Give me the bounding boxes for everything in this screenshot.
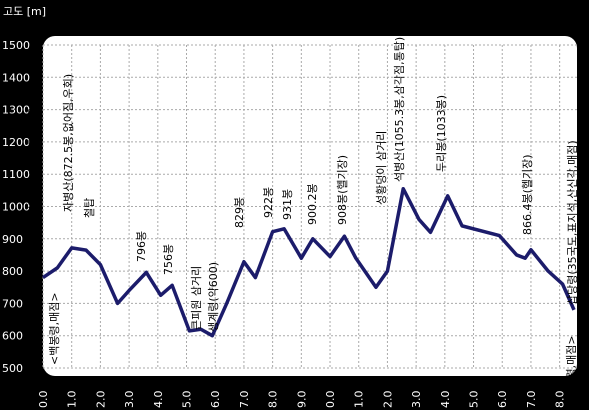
x-tick-label: 0.0 [324, 391, 337, 409]
y-tick-label: 1300 [2, 104, 30, 117]
x-tick-label: 4.0 [152, 391, 165, 409]
plot-area [43, 36, 577, 376]
annotation: <삽당령,매점> [565, 335, 578, 408]
x-tick-label: 4.0 [439, 391, 452, 409]
annotation: 삽당령(35국도,표지석,산신각,매점) [566, 140, 579, 305]
x-tick-label: 1.0 [353, 391, 366, 409]
x-tick-label: 9.0 [295, 391, 308, 409]
x-tick-label: 2.0 [381, 391, 394, 409]
annotation: 철탑 [83, 198, 96, 218]
x-tick-label: 1.0 [66, 391, 79, 409]
y-tick-label: 900 [2, 233, 23, 246]
annotation: 생계령(약600) [206, 262, 220, 332]
annotation: 900.2봉 [306, 183, 319, 225]
y-tick-label: 1200 [2, 136, 30, 149]
y-tick-label: 700 [2, 297, 23, 310]
annotation: 931봉 [281, 189, 294, 220]
annotation: 908봉(헬기장) [336, 155, 349, 225]
y-axis-label: 고도 [m] [3, 5, 46, 18]
annotation: 백봉령(해발780,통신탑,42국도) [26, 93, 40, 245]
annotation: 866.4봉(헬기장) [521, 154, 534, 235]
x-tick-label: 7.0 [525, 391, 538, 409]
annotation: 829봉 [233, 197, 246, 228]
x-tick-label: 7.0 [238, 391, 251, 409]
x-tick-label: 5.0 [181, 391, 194, 409]
x-tick-label: 0.0 [37, 391, 50, 409]
annotation: 두리봉(1033봉) [435, 95, 448, 172]
x-tick-label: 2.0 [94, 391, 107, 409]
y-tick-label: 1400 [2, 71, 30, 84]
x-tick-label: 8.0 [267, 391, 280, 409]
annotation: 796봉 [135, 231, 148, 262]
annotation: 석병산(1055.3봉,삼각점,통탑) [393, 37, 406, 182]
x-tick-label: 6.0 [209, 391, 222, 409]
y-tick-label: 800 [2, 265, 23, 278]
annotation: <백봉령,매점> [48, 292, 61, 365]
x-tick-label: 8.0 [554, 391, 567, 409]
y-tick-label: 600 [2, 330, 23, 343]
elevation-line [42, 186, 576, 338]
x-tick-label: 3.0 [123, 391, 136, 409]
x-tick-label: 3.0 [410, 391, 423, 409]
annotation: 756봉 [162, 244, 175, 275]
annotation: 성황덩이 삼거리 [375, 131, 388, 205]
y-tick-label: 1100 [2, 168, 30, 181]
x-tick-label: 5.0 [468, 391, 481, 409]
x-tick-label: 6.0 [496, 391, 509, 409]
y-tick-label: 500 [2, 362, 23, 375]
y-tick-label: 1000 [2, 201, 30, 214]
annotation: 자병산(872.5봉,없어짐,우회) [62, 74, 75, 212]
y-tick-label: 1500 [2, 39, 30, 52]
annotation: 큰피원 삼거리 [190, 266, 203, 330]
annotation: 922봉 [262, 187, 275, 218]
